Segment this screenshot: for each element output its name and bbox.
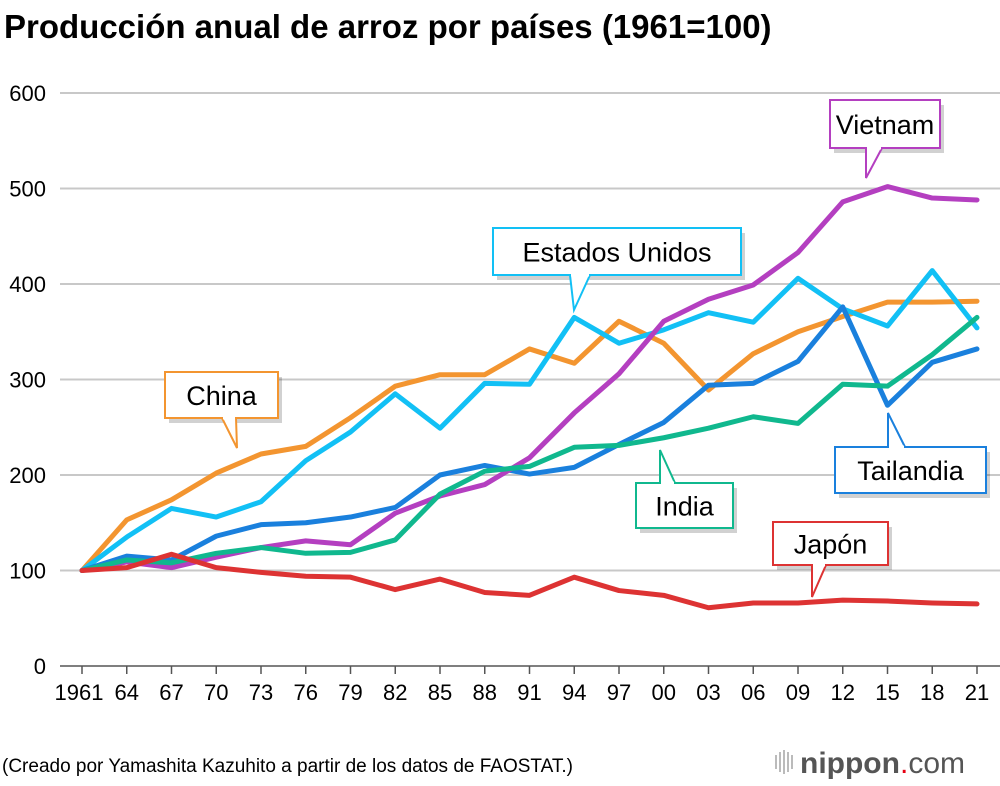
x-tick-label: 67 bbox=[159, 680, 183, 705]
series-label-text: China bbox=[186, 381, 258, 411]
x-tick-label: 21 bbox=[965, 680, 989, 705]
x-tick-label: 70 bbox=[204, 680, 228, 705]
x-tick-label: 09 bbox=[786, 680, 810, 705]
label-pointer bbox=[221, 417, 238, 449]
x-tick-label: 97 bbox=[607, 680, 631, 705]
label-pointer bbox=[569, 274, 591, 314]
x-tick-label: 91 bbox=[517, 680, 541, 705]
x-tick-label: 94 bbox=[562, 680, 586, 705]
y-tick-label: 200 bbox=[9, 463, 46, 488]
series-label-japón: Japón bbox=[772, 521, 892, 598]
series-label-india: India bbox=[635, 449, 737, 533]
x-tick-label: 82 bbox=[383, 680, 407, 705]
series-label-text: Japón bbox=[794, 530, 868, 560]
series-label-estados-unidos: Estados Unidos bbox=[492, 227, 745, 314]
x-tick-label: 79 bbox=[338, 680, 362, 705]
series-line-vietnam bbox=[79, 184, 980, 573]
label-pointer bbox=[659, 449, 676, 484]
nippon-logo: nippon.com bbox=[775, 747, 965, 780]
x-tick-label: 18 bbox=[920, 680, 944, 705]
series-label-text: Estados Unidos bbox=[522, 238, 711, 268]
x-tick-label: 12 bbox=[831, 680, 855, 705]
series-line-tailandia bbox=[79, 304, 980, 573]
series-label-text: Tailandia bbox=[857, 456, 965, 486]
source-note: (Creado por Yamashita Kazuhito a partir … bbox=[2, 756, 573, 777]
label-box bbox=[635, 482, 734, 529]
x-tick-label: 85 bbox=[428, 680, 452, 705]
x-tick-label: 88 bbox=[473, 680, 497, 705]
y-tick-label: 300 bbox=[9, 368, 46, 393]
x-tick-label: 03 bbox=[696, 680, 720, 705]
x-tick-label: 06 bbox=[741, 680, 765, 705]
label-box bbox=[772, 521, 889, 566]
label-box bbox=[164, 371, 279, 419]
x-tick-label: 15 bbox=[875, 680, 899, 705]
series-label-text: India bbox=[655, 492, 715, 522]
series-line-india bbox=[79, 314, 980, 573]
x-tick-label: 64 bbox=[115, 680, 139, 705]
y-tick-label: 600 bbox=[9, 81, 46, 106]
label-box bbox=[492, 227, 742, 276]
y-tick-label: 100 bbox=[9, 559, 46, 584]
x-tick-label: 1961 bbox=[55, 680, 104, 705]
y-tick-label: 0 bbox=[34, 654, 46, 679]
series-label-vietnam: Vietnam bbox=[829, 99, 944, 179]
x-tick-label: 76 bbox=[294, 680, 318, 705]
series-label-tailandia: Tailandia bbox=[834, 412, 990, 498]
x-tick-label: 73 bbox=[249, 680, 273, 705]
series-line-estados-unidos bbox=[79, 268, 980, 573]
y-tick-label: 400 bbox=[9, 272, 46, 297]
label-box bbox=[829, 99, 941, 149]
label-pointer bbox=[811, 564, 827, 598]
y-tick-label: 500 bbox=[9, 177, 46, 202]
label-pointer bbox=[865, 147, 883, 179]
label-box bbox=[834, 446, 987, 494]
chart-title: Producción anual de arroz por países (19… bbox=[4, 8, 772, 45]
label-pointer bbox=[887, 412, 906, 448]
x-tick-label: 00 bbox=[652, 680, 676, 705]
series-label-china: China bbox=[164, 371, 282, 449]
series-label-text: Vietnam bbox=[836, 110, 935, 140]
series-line-japón bbox=[79, 551, 980, 611]
svg-text:nippon.com: nippon.com bbox=[800, 747, 965, 780]
